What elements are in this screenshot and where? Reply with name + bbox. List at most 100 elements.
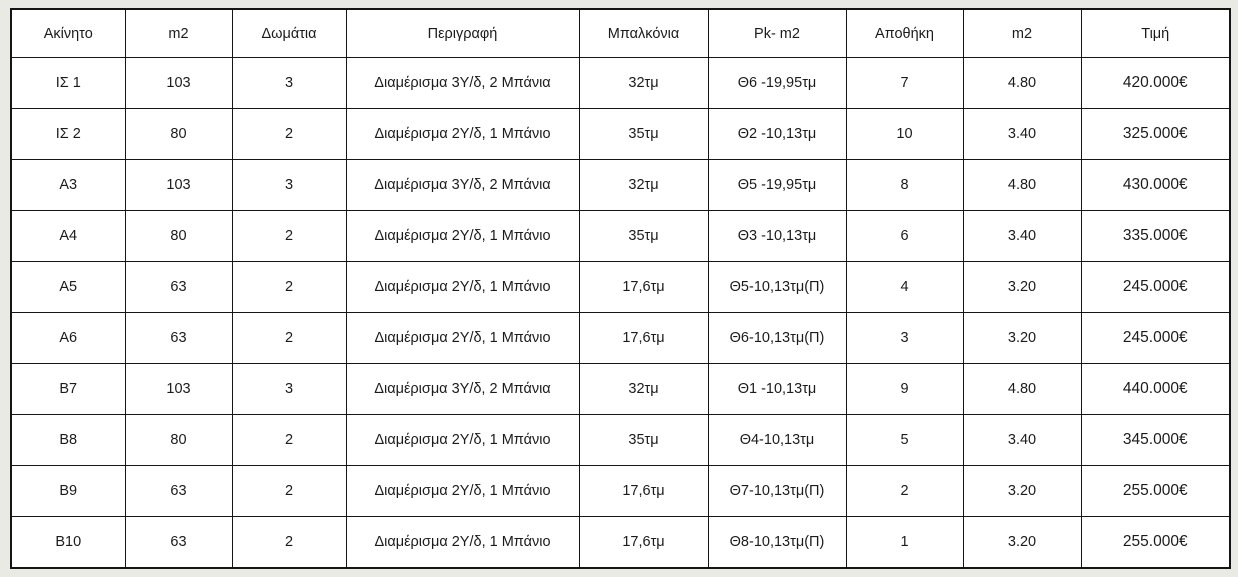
- property-listing-table-container: Ακίνητο m2 Δωμάτια Περιγραφή Μπαλκόνια Pk- m2…: [10, 8, 1231, 569]
- table-cell: 35τμ: [578, 414, 709, 466]
- table-row: A4 80 2 Διαμέρισμα 2Υ/δ, 1 Μπάνιο 35τμ Θ3 -10…: [10, 210, 1231, 262]
- table-cell: 4.80: [962, 363, 1082, 415]
- table-cell: 2: [231, 210, 347, 262]
- table-cell: Διαμέρισμα 2Υ/δ, 1 Μπάνιο: [345, 312, 580, 364]
- table-cell: 2: [231, 108, 347, 160]
- table-cell: B7: [10, 363, 126, 415]
- table-cell: 32τμ: [578, 159, 709, 211]
- table-cell: A4: [10, 210, 126, 262]
- column-header: m2: [124, 8, 233, 58]
- table-cell: 3.20: [962, 465, 1082, 517]
- table-cell: Θ5 -19,95τμ: [707, 159, 847, 211]
- table-cell: A6: [10, 312, 126, 364]
- column-header: Μπαλκόνια: [578, 8, 709, 58]
- table-cell: 2: [231, 465, 347, 517]
- table-cell: 35τμ: [578, 108, 709, 160]
- table-cell: 17,6τμ: [578, 261, 709, 313]
- table-cell: Θ7-10,13τμ(Π): [707, 465, 847, 517]
- table-cell: 2: [231, 516, 347, 569]
- table-cell: 3: [845, 312, 964, 364]
- table-cell: 5: [845, 414, 964, 466]
- table-cell: 63: [124, 516, 233, 569]
- table-row: A5 63 2 Διαμέρισμα 2Υ/δ, 1 Μπάνιο 17,6τμ Θ5-1…: [10, 261, 1231, 313]
- table-cell: 17,6τμ: [578, 312, 709, 364]
- column-header: Περιγραφή: [345, 8, 580, 58]
- table-cell: Διαμέρισμα 2Υ/δ, 1 Μπάνιο: [345, 516, 580, 569]
- column-header: m2: [962, 8, 1082, 58]
- table-cell: 17,6τμ: [578, 465, 709, 517]
- table-cell: ΙΣ 1: [10, 57, 126, 109]
- column-header: Τιμή: [1080, 8, 1231, 58]
- table-cell: 430.000€: [1080, 159, 1231, 211]
- table-cell: 1: [845, 516, 964, 569]
- table-cell: 9: [845, 363, 964, 415]
- table-row: B7 103 3 Διαμέρισμα 3Υ/δ, 2 Μπάνια 32τμ Θ1 -1…: [10, 363, 1231, 415]
- table-cell: 2: [231, 414, 347, 466]
- table-cell: Διαμέρισμα 3Υ/δ, 2 Μπάνια: [345, 363, 580, 415]
- table-cell: 3: [231, 159, 347, 211]
- table-cell: 4.80: [962, 159, 1082, 211]
- table-row: A3 103 3 Διαμέρισμα 3Υ/δ, 2 Μπάνια 32τμ Θ5 -1…: [10, 159, 1231, 211]
- table-cell: Διαμέρισμα 2Υ/δ, 1 Μπάνιο: [345, 210, 580, 262]
- table-cell: 80: [124, 210, 233, 262]
- table-cell: 245.000€: [1080, 261, 1231, 313]
- table-cell: 3.20: [962, 516, 1082, 569]
- table-cell: Διαμέρισμα 2Υ/δ, 1 Μπάνιο: [345, 108, 580, 160]
- table-cell: 63: [124, 312, 233, 364]
- table-cell: 35τμ: [578, 210, 709, 262]
- table-cell: Διαμέρισμα 2Υ/δ, 1 Μπάνιο: [345, 465, 580, 517]
- table-cell: 420.000€: [1080, 57, 1231, 109]
- table-cell: A3: [10, 159, 126, 211]
- table-cell: 3.40: [962, 108, 1082, 160]
- property-listing-table: Ακίνητο m2 Δωμάτια Περιγραφή Μπαλκόνια Pk- m2…: [10, 8, 1231, 569]
- column-header: Αποθήκη: [845, 8, 964, 58]
- table-cell: A5: [10, 261, 126, 313]
- table-cell: 103: [124, 159, 233, 211]
- table-cell: 80: [124, 108, 233, 160]
- table-cell: Θ5-10,13τμ(Π): [707, 261, 847, 313]
- table-cell: 3: [231, 363, 347, 415]
- table-row: B9 63 2 Διαμέρισμα 2Υ/δ, 1 Μπάνιο 17,6τμ Θ7-1…: [10, 465, 1231, 517]
- table-cell: 32τμ: [578, 57, 709, 109]
- table-cell: B10: [10, 516, 126, 569]
- table-row: ΙΣ 1 103 3 Διαμέρισμα 3Υ/δ, 2 Μπάνια 32τμ Θ6 …: [10, 57, 1231, 109]
- table-cell: 2: [231, 312, 347, 364]
- table-cell: 440.000€: [1080, 363, 1231, 415]
- table-cell: 3.20: [962, 261, 1082, 313]
- table-cell: Θ6 -19,95τμ: [707, 57, 847, 109]
- table-row: ΙΣ 2 80 2 Διαμέρισμα 2Υ/δ, 1 Μπάνιο 35τμ Θ2 -…: [10, 108, 1231, 160]
- table-cell: 63: [124, 465, 233, 517]
- table-cell: 335.000€: [1080, 210, 1231, 262]
- table-row: A6 63 2 Διαμέρισμα 2Υ/δ, 1 Μπάνιο 17,6τμ Θ6-1…: [10, 312, 1231, 364]
- table-cell: 2: [231, 261, 347, 313]
- table-cell: Διαμέρισμα 2Υ/δ, 1 Μπάνιο: [345, 414, 580, 466]
- table-cell: Θ1 -10,13τμ: [707, 363, 847, 415]
- table-cell: 2: [845, 465, 964, 517]
- table-cell: 103: [124, 57, 233, 109]
- table-cell: Θ8-10,13τμ(Π): [707, 516, 847, 569]
- table-cell: 3.40: [962, 414, 1082, 466]
- table-cell: Θ4-10,13τμ: [707, 414, 847, 466]
- table-cell: 80: [124, 414, 233, 466]
- table-cell: 4.80: [962, 57, 1082, 109]
- table-cell: 3.20: [962, 312, 1082, 364]
- table-cell: 8: [845, 159, 964, 211]
- table-cell: 3: [231, 57, 347, 109]
- table-cell: 17,6τμ: [578, 516, 709, 569]
- column-header: Ακίνητο: [10, 8, 126, 58]
- table-cell: B9: [10, 465, 126, 517]
- table-cell: Θ3 -10,13τμ: [707, 210, 847, 262]
- table-cell: Διαμέρισμα 3Υ/δ, 2 Μπάνια: [345, 57, 580, 109]
- table-row: B8 80 2 Διαμέρισμα 2Υ/δ, 1 Μπάνιο 35τμ Θ4-10,…: [10, 414, 1231, 466]
- table-cell: 255.000€: [1080, 516, 1231, 569]
- table-cell: Διαμέρισμα 2Υ/δ, 1 Μπάνιο: [345, 261, 580, 313]
- table-cell: B8: [10, 414, 126, 466]
- table-cell: 32τμ: [578, 363, 709, 415]
- column-header: Δωμάτια: [231, 8, 347, 58]
- table-cell: 6: [845, 210, 964, 262]
- table-cell: Θ2 -10,13τμ: [707, 108, 847, 160]
- table-cell: 4: [845, 261, 964, 313]
- table-cell: ΙΣ 2: [10, 108, 126, 160]
- table-cell: 255.000€: [1080, 465, 1231, 517]
- table-cell: 103: [124, 363, 233, 415]
